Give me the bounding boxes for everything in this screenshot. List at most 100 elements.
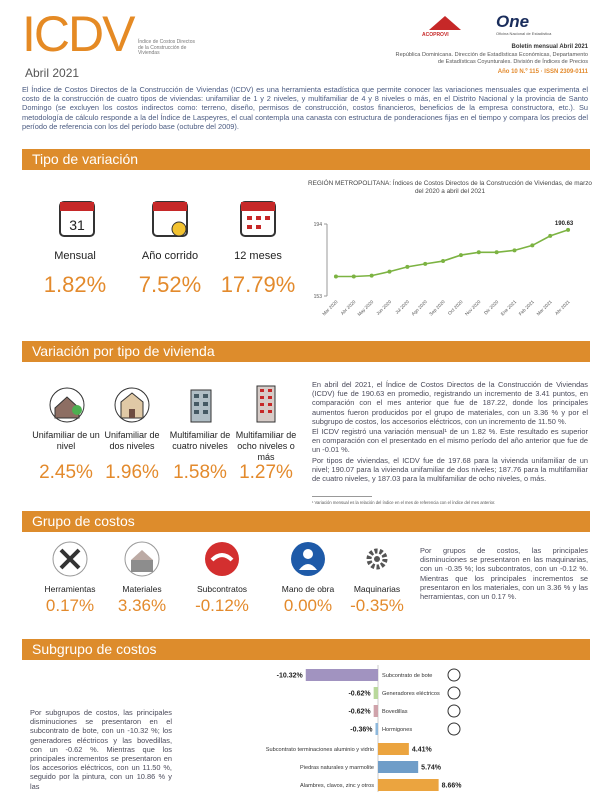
category-label: Subcontrato de bote [382, 673, 432, 679]
category-label: Hormigones [382, 727, 412, 733]
point [333, 274, 338, 279]
x-tick-label: Mar 2021 [536, 299, 554, 317]
y-tick-label: 153 [314, 294, 323, 300]
group-value: -0.35% [350, 596, 404, 615]
section-title: Tipo de variación [22, 149, 590, 170]
housing-label: Unifamiliar de dos niveles [104, 430, 160, 451]
x-tick-label: Abr 2021 [554, 299, 571, 316]
bar [378, 743, 409, 755]
variation-label: Mensual [54, 250, 96, 262]
point [548, 233, 553, 238]
acoprovi-logo: ACOPROVI [422, 32, 449, 38]
data-label: 190.63 [555, 221, 574, 227]
x-tick-label: Jun 2020 [375, 299, 392, 316]
x-tick-label: Ene 2021 [500, 299, 518, 317]
bar [378, 761, 419, 773]
logo-caption: Índice de Costos Directos de la Construc… [138, 39, 195, 56]
group-label: Herramientas [44, 584, 96, 594]
point [351, 274, 356, 279]
housing-value: 1.58% [173, 462, 227, 483]
line [335, 229, 569, 278]
variation-label: 12 meses [234, 250, 282, 262]
group-label: Materiales [122, 584, 162, 594]
issue: Año 10 N.º 115 · ISSN 2309-0111 [497, 69, 588, 75]
footnote: ¹ Variación mensual es la relación del í… [312, 500, 496, 505]
point [387, 269, 392, 274]
category-label: Alambres, clavos, zinc y otros [300, 783, 374, 789]
x-tick-label: May 2020 [357, 299, 375, 317]
housing-paragraph: En abril del 2021, el Índice de Costos D… [312, 380, 588, 426]
value-label: 4.41% [412, 747, 433, 754]
bar [373, 687, 378, 699]
section-title: Grupo de costos [22, 511, 590, 532]
value-label: 5.74% [421, 765, 442, 772]
x-tick-label: Nov 2020 [464, 299, 482, 317]
housing-label: Multifamiliar de cuatro niveles [169, 430, 231, 451]
category-label: Subcontrato terminaciones aluminio y vid… [266, 747, 374, 753]
housing-paragraph: El ICDV registró una variación mensual¹ … [312, 427, 588, 455]
group-label: Maquinarias [353, 584, 401, 594]
point [441, 259, 446, 264]
date: Abril 2021 [25, 66, 80, 80]
housing-value: 1.27% [239, 462, 293, 483]
value-label: 8.66% [442, 783, 463, 790]
bulletin: Boletín mensual Abril 2021 [511, 44, 588, 50]
group-value: 0.17% [45, 596, 95, 615]
category-label: Piedras naturales y marmolite [300, 765, 374, 771]
group-icons [52, 541, 388, 577]
value-label: -10.32% [277, 673, 304, 680]
x-tick-label: Jul 2020 [394, 299, 410, 315]
group-value: 0.00% [283, 596, 333, 615]
group-text: Por grupos de costos, las principales di… [420, 546, 588, 602]
x-tick-label: Abr 2020 [340, 299, 357, 316]
housing-label: Unifamiliar de un nivel [32, 430, 100, 451]
x-tick-label: Feb 2021 [518, 299, 536, 317]
category-icon [447, 686, 461, 700]
section-title: Variación por tipo de vivienda [22, 341, 590, 362]
housing-paragraph: Por tipos de viviendas, el ICDV fue de 1… [312, 456, 588, 484]
point [405, 264, 410, 269]
group-label: Subcontratos [196, 584, 248, 594]
point [494, 250, 499, 255]
one-caption: Oficina Nacional de Estadística [496, 31, 552, 36]
logo: ICDV [22, 6, 135, 62]
value-label: -0.62% [348, 691, 371, 698]
category-icon [447, 722, 461, 736]
acoprovi-icon [429, 16, 461, 30]
x-tick-label: Ago 2020 [410, 299, 428, 317]
bar [375, 723, 378, 735]
x-tick-label: Sep 2020 [428, 299, 446, 317]
housing-label: Multifamiliar de ocho niveles o más [235, 430, 297, 462]
line-chart: 153 194 Mar 2020 Abr 2020 May 2020 Jun 2020 Ju… [314, 221, 574, 317]
point [369, 273, 374, 278]
subgroup-text: Por subgrupos de costos, las principales… [30, 708, 172, 791]
category-label: Generadores eléctricos [382, 691, 440, 697]
value-label: -0.62% [348, 709, 371, 716]
house-icons [49, 385, 276, 423]
intro: El Índice de Costos Directos de la Const… [22, 85, 588, 131]
variation-label: Año corrido [141, 250, 199, 262]
variation-value: 7.52% [138, 272, 202, 297]
group-value: 3.36% [117, 596, 167, 615]
category-label: Bovedillas [382, 709, 408, 715]
bar [373, 705, 378, 717]
footnote-rule [312, 496, 372, 497]
calendar-icons: 31 [59, 201, 276, 237]
section-title: Subgrupo de costos [22, 639, 590, 660]
group-value: -0.12% [195, 596, 249, 615]
variation-value: 17.79% [220, 272, 296, 297]
bar [305, 669, 378, 681]
x-tick-label: Dic 2020 [483, 299, 500, 316]
svg-text:31: 31 [69, 217, 85, 233]
one-logo: One [496, 12, 530, 31]
point [423, 261, 428, 266]
point [512, 248, 517, 253]
line-chart-title: REGIÓN METROPOLITANA: Índices de Costos … [308, 180, 592, 195]
variation-value: 1.82% [43, 272, 107, 297]
x-tick-label: Mar 2020 [321, 299, 339, 317]
category-icon [447, 704, 461, 718]
group-label: Mano de obra [281, 584, 335, 594]
point [458, 253, 463, 258]
